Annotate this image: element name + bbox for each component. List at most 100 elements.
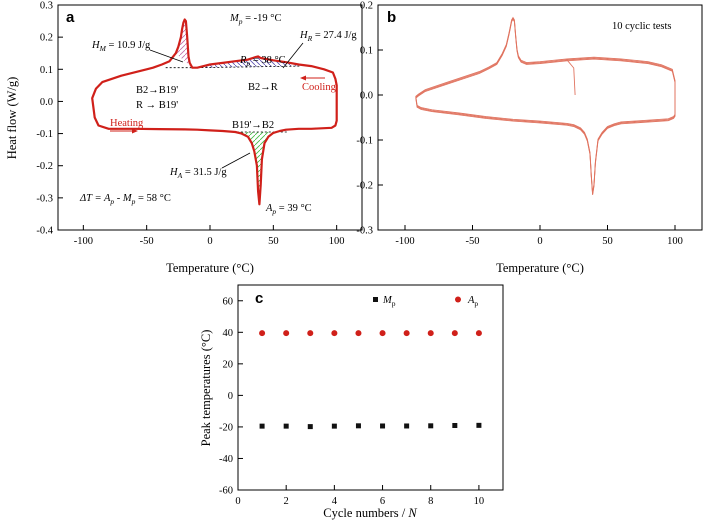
y-tick-label: 40 [223, 328, 234, 339]
y-tick-label: 0.2 [360, 1, 373, 12]
hr-pointer [282, 42, 304, 69]
y-tick-label: -0.3 [36, 193, 53, 204]
panel-b-x-axis-label: Temperature (°C) [496, 261, 584, 275]
y-tick-label: 0.1 [40, 65, 53, 76]
point-mp [259, 423, 265, 429]
panel-a-label: a [66, 9, 75, 26]
cycle-curve [415, 18, 676, 195]
y-tick-label: -0.1 [36, 129, 53, 140]
x-tick-label: 10 [474, 496, 485, 507]
point-ap [451, 330, 458, 337]
annotation-b19-b2: B19'→B2 [232, 120, 274, 131]
legend-ap-marker [455, 296, 461, 303]
x-tick-label: 0 [235, 496, 240, 507]
cycle-curve [415, 16, 676, 194]
annotation-b2-b19: B2→B19' [136, 85, 178, 96]
panel-c-y-axis-label: Peak temperatures (°C) [199, 330, 213, 447]
panel-a-ticks: -100 -50 0 50 100 -0.4 -0.3 -0.2 -0.1 0.0 0.1 0.2 0.… [36, 1, 344, 248]
y-tick-label: 20 [223, 359, 234, 370]
y-tick-label: -0.3 [356, 226, 373, 237]
y-tick-label: 60 [223, 296, 234, 307]
annotation-r-b19: R → B19' [136, 100, 178, 111]
panel-c-ticks: 0 2 4 6 8 10 -60 -40 -20 0 20 40 60 [219, 296, 484, 507]
baseline-dashed [197, 65, 302, 69]
x-tick-label: -100 [395, 236, 414, 247]
point-ap [475, 330, 482, 337]
panel-c-x-axis-label: Cycle numbers / N [323, 506, 417, 520]
annotation-delta-t: ΔT = Ap - Mp = 58 °C [79, 193, 171, 206]
y-tick-label: -60 [219, 486, 233, 497]
y-tick-label: -0.1 [356, 136, 373, 147]
ha-pointer [221, 152, 251, 169]
panel-a-x-axis-label: Temperature (°C) [166, 261, 254, 275]
point-mp [428, 423, 434, 429]
annotation-ap: Ap = 39 °C [265, 203, 312, 216]
annotation-cooling: Cooling [302, 82, 337, 93]
point-ap [283, 330, 290, 337]
x-tick-label: 0 [537, 236, 542, 247]
cycle-curve [415, 17, 676, 195]
annotation-hm: HM = 10.9 J/g [91, 40, 151, 53]
point-mp [476, 422, 482, 428]
x-tick-label: -50 [466, 236, 480, 247]
x-tick-label: 100 [329, 236, 345, 247]
legend-ap-label: Ap [467, 295, 478, 308]
y-tick-label: -40 [219, 454, 233, 465]
panel-c: c 0 2 4 6 8 10 -60 -40 -20 0 20 40 60 Mp Ap Peak tem… [199, 284, 504, 520]
x-tick-label: 4 [332, 496, 338, 507]
annotation-b2-r: B2→R [248, 82, 278, 93]
x-tick-label: -50 [140, 236, 154, 247]
x-tick-label: 2 [284, 496, 289, 507]
y-tick-label: 0.3 [40, 1, 53, 12]
annotation-hr: HR = 27.4 J/g [299, 30, 357, 43]
annotation-rp: Rp = 38 °C [239, 55, 286, 68]
panel-b-ticks: -100 -50 0 50 100 -0.3 -0.2 -0.1 0.0 0.1 0.2 [356, 1, 683, 248]
x-tick-label: 50 [268, 236, 279, 247]
panel-a-heat-flow-curve [91, 18, 338, 206]
x-tick-label: 50 [602, 236, 613, 247]
hm-pointer [149, 49, 184, 63]
x-tick-label: 8 [428, 496, 433, 507]
panel-c-points [259, 330, 482, 430]
x-tick-label: -100 [74, 236, 93, 247]
cooling-arrow-head [300, 75, 306, 81]
y-tick-label: 0.0 [40, 97, 53, 108]
x-tick-label: 6 [380, 496, 385, 507]
y-tick-label: -20 [219, 422, 233, 433]
point-ap [379, 330, 386, 337]
first-cycle-tail [566, 59, 576, 96]
annotation-heating: Heating [110, 118, 144, 129]
point-mp [283, 423, 289, 429]
panel-b-legend-text: 10 cyclic tests [612, 21, 671, 32]
legend-mp-label: Mp [382, 295, 396, 308]
x-tick-label: 0 [207, 236, 212, 247]
legend-mp-marker [373, 297, 378, 302]
heating-arrow-head [132, 128, 138, 134]
annotation-ha: HA = 31.5 J/g [169, 167, 227, 180]
point-mp [404, 423, 410, 429]
point-mp [380, 423, 386, 429]
y-tick-label: 0.0 [360, 91, 373, 102]
panel-b: b 10 cyclic tests -100 -50 0 50 100-0.3-0.2-… [356, 1, 703, 275]
point-ap [331, 330, 338, 337]
y-tick-label: -0.2 [36, 161, 53, 172]
panel-b-cycle-curves [415, 16, 676, 195]
point-mp [355, 423, 361, 429]
hatch-area-hr [197, 56, 299, 68]
point-mp [452, 423, 458, 429]
panel-b-frame [377, 4, 703, 231]
point-ap [403, 330, 410, 337]
point-ap [307, 330, 314, 337]
annotation-mp: Mp = -19 °C [229, 13, 282, 26]
y-tick-label: -0.2 [356, 181, 373, 192]
point-mp [331, 423, 337, 429]
panel-c-label: c [255, 290, 263, 307]
panel-a-y-axis-label: Heat flow (W/g) [5, 77, 19, 160]
y-tick-label: 0.2 [40, 33, 53, 44]
point-mp [307, 424, 313, 430]
point-ap [355, 330, 362, 337]
y-tick-label: -0.4 [36, 226, 53, 237]
point-ap [427, 330, 434, 337]
y-tick-label: 0 [228, 391, 233, 402]
panel-c-frame [237, 284, 504, 491]
